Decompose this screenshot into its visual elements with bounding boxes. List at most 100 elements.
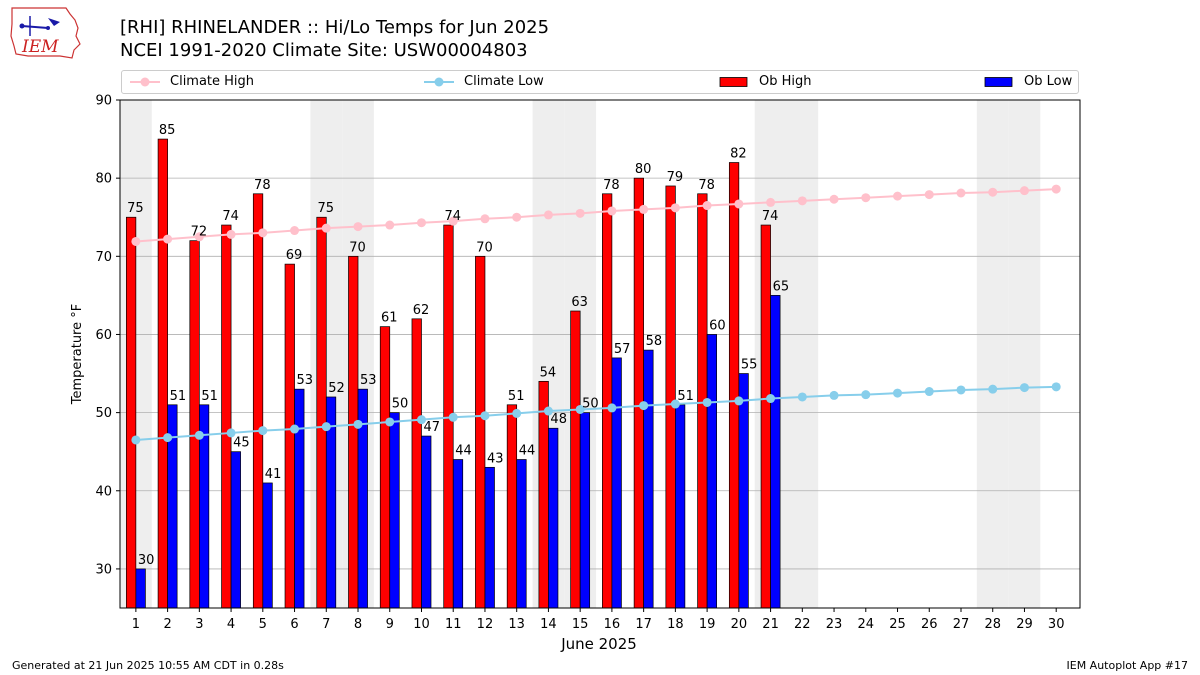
iem-logo: IEM [10,7,81,59]
x-tick-label-4: 4 [227,617,235,632]
bar-ob-low-5 [262,482,273,609]
point-climate-low-29 [1019,383,1029,393]
bar-ob-high-12 [475,255,486,609]
point-climate-high-16 [607,206,617,216]
point-climate-high-19 [702,201,712,211]
bar-ob-low-15 [579,412,591,609]
point-climate-high-21 [766,197,776,207]
bar-ob-high-6 [284,263,295,609]
y-tick-label-40: 40 [95,484,112,499]
data-label-ob-low-5: 41 [265,467,282,482]
point-climate-low-19 [702,397,712,407]
chart-legend: Climate High Climate Low Ob High Ob Low [121,70,1079,94]
y-tick-label-30: 30 [95,562,112,577]
point-climate-high-26 [924,190,934,200]
point-climate-high-18 [670,203,680,213]
x-tick-label-19: 19 [699,617,716,632]
point-climate-high-24 [861,193,871,203]
point-climate-high-17 [639,204,649,214]
bar-ob-low-20 [738,373,749,609]
point-climate-high-22 [797,196,807,206]
bar-ob-low-21 [770,295,781,609]
bar-ob-low-16 [611,357,622,609]
y-tick-label-80: 80 [95,172,112,187]
x-tick-label-23: 23 [826,617,843,632]
x-tick-label-30: 30 [1048,617,1065,632]
data-label-ob-low-14: 48 [550,412,567,427]
point-climate-low-20 [734,396,744,406]
legend-item-climate-high: Climate High [130,74,254,89]
point-climate-low-23 [829,390,839,400]
data-label-ob-high-7: 75 [318,201,335,216]
data-label-ob-low-1: 30 [138,553,155,568]
x-tick-label-28: 28 [984,617,1001,632]
legend-label-ob-high: Ob High [759,74,812,89]
svg-text:IEM: IEM [21,37,59,57]
data-label-ob-high-6: 69 [286,248,303,263]
x-tick-label-24: 24 [858,617,875,632]
data-label-ob-high-19: 78 [698,178,715,193]
bar-ob-low-4 [230,451,241,609]
bar-ob-low-10 [421,435,432,609]
bar-ob-high-4 [221,224,232,609]
point-climate-low-30 [1051,382,1061,392]
data-label-ob-low-15: 50 [582,397,599,412]
data-label-ob-high-1: 75 [127,201,144,216]
bar-ob-high-20 [728,162,740,609]
legend-item-ob-low: Ob Low [984,74,1072,89]
point-climate-high-27 [956,188,966,198]
bar-ob-high-16 [602,193,613,609]
data-label-ob-high-5: 78 [254,178,271,193]
bar-ob-low-19 [706,334,717,609]
bar-ob-low-9 [389,412,400,609]
point-climate-low-9 [385,417,395,427]
legend-label-ob-low: Ob Low [1024,74,1073,89]
data-label-ob-high-12: 70 [476,240,493,255]
bar-ob-high-14 [538,381,549,609]
point-climate-low-13 [512,408,522,418]
data-label-ob-low-17: 58 [646,334,663,349]
legend-swatch-climate-high [130,77,160,86]
data-label-ob-high-15: 63 [571,295,588,310]
point-climate-high-5 [258,228,268,238]
data-label-ob-high-20: 82 [730,147,747,162]
point-climate-low-18 [670,399,680,409]
point-climate-low-7 [321,422,331,432]
line-climate-low [135,385,1057,441]
x-tick-label-5: 5 [259,617,267,632]
weekend-shade-29 [1008,100,1041,608]
data-label-ob-low-3: 51 [201,389,218,404]
x-tick-label-17: 17 [635,617,652,632]
bar-ob-high-10 [411,318,422,609]
data-label-ob-low-11: 44 [455,444,472,459]
x-tick-label-25: 25 [889,617,906,632]
data-label-ob-low-18: 51 [677,389,694,404]
data-label-ob-high-4: 74 [222,209,239,224]
bar-ob-high-18 [665,185,676,609]
point-climate-low-5 [258,426,268,436]
bar-ob-low-17 [643,349,654,609]
point-climate-low-4 [226,428,236,438]
generated-timestamp: Generated at 21 Jun 2025 10:55 AM CDT in… [12,659,284,672]
data-label-ob-high-17: 80 [635,162,652,177]
point-climate-high-28 [988,187,998,197]
x-tick-label-29: 29 [1016,617,1033,632]
x-tick-label-22: 22 [794,617,811,632]
data-label-ob-low-9: 50 [392,397,409,412]
data-label-ob-low-13: 44 [519,444,536,459]
data-label-ob-low-6: 53 [297,373,314,388]
bar-ob-high-1 [125,216,137,609]
point-climate-low-10 [416,415,426,425]
point-climate-low-28 [988,384,998,394]
bar-ob-low-14 [548,427,559,609]
point-climate-low-16 [607,403,617,413]
x-tick-label-7: 7 [322,617,330,632]
chart-subtitle: NCEI 1991-2020 Climate Site: USW00004803 [120,40,528,61]
bar-ob-high-17 [633,177,644,609]
x-tick-label-2: 2 [163,617,171,632]
data-label-ob-low-2: 51 [170,389,187,404]
point-climate-low-11 [448,412,458,422]
x-tick-label-20: 20 [731,617,748,632]
y-axis-label: Temperature °F [70,304,85,405]
point-climate-low-21 [766,394,776,404]
